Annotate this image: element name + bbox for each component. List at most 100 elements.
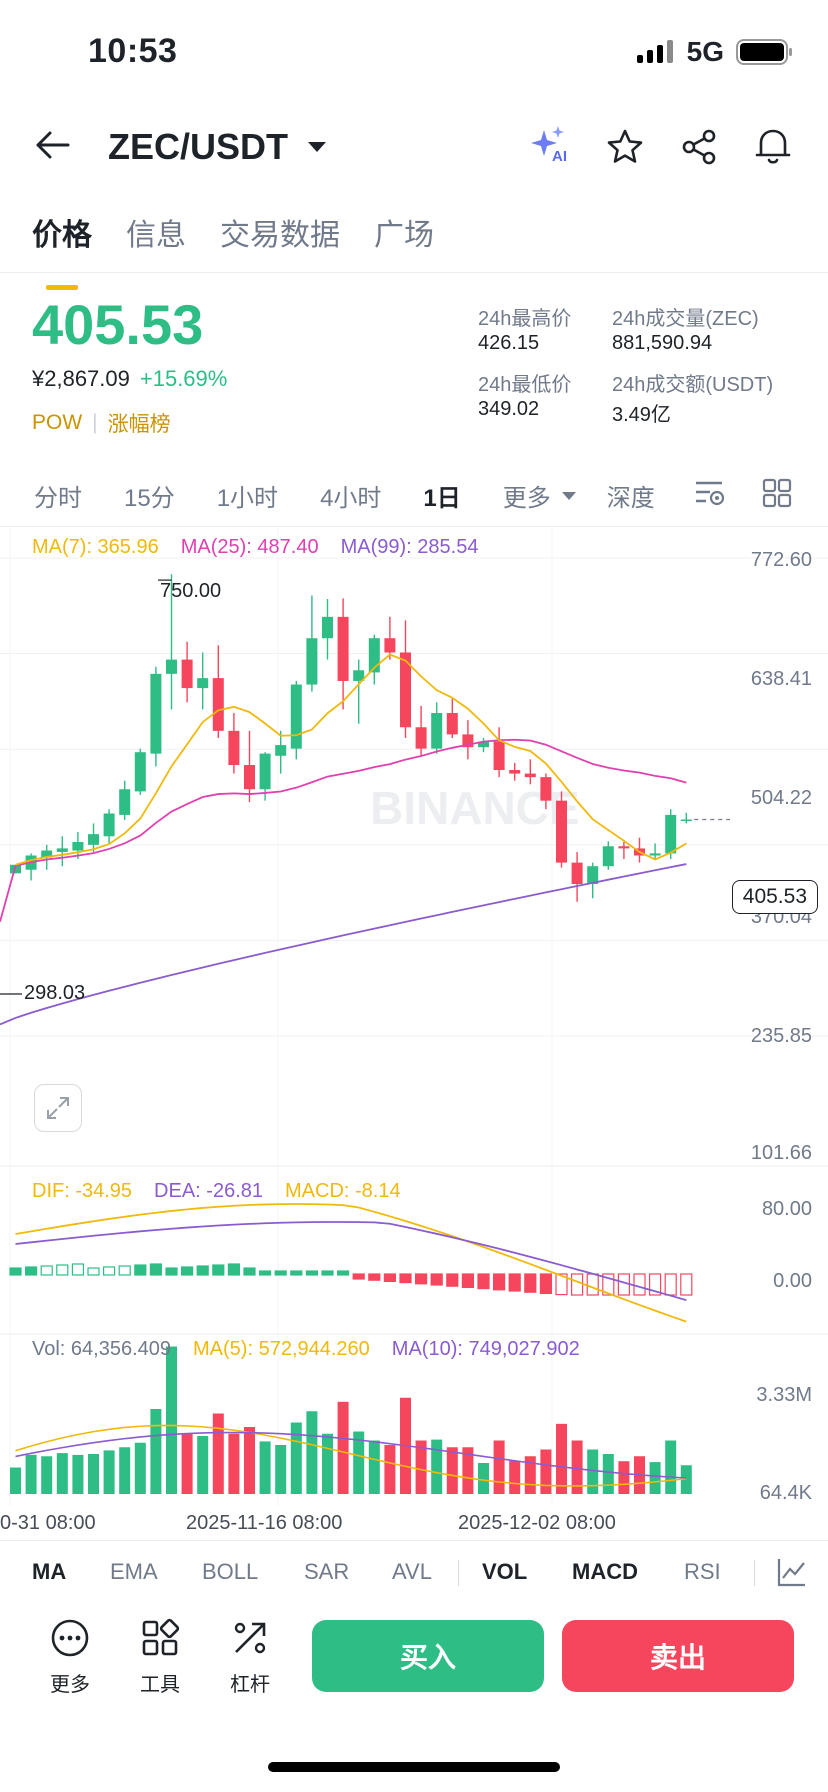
volume-bar: [150, 1409, 162, 1494]
candle-body: [150, 673, 162, 754]
interval-depth[interactable]: 深度: [606, 485, 655, 512]
back-arrow-icon[interactable]: [34, 130, 70, 160]
star-icon[interactable]: [606, 128, 644, 166]
volume-bar: [134, 1442, 146, 1494]
tab-square[interactable]: 广场: [374, 219, 434, 252]
candle-body: [556, 800, 567, 863]
candle-body: [540, 777, 552, 801]
more-tool[interactable]: 更多: [50, 1618, 90, 1697]
candle-body: [166, 659, 177, 674]
macd-bar: [259, 1270, 272, 1276]
axis-price-6: 101.66: [750, 1142, 812, 1164]
volume-bar: [119, 1447, 131, 1494]
candle-body: [509, 770, 521, 774]
tab-price[interactable]: 价格: [32, 210, 92, 290]
tag-gainers[interactable]: 涨幅榜: [107, 413, 171, 436]
candle-body: [431, 713, 443, 749]
volume-bar: [275, 1445, 287, 1494]
dif-label: DIF: -34.95: [32, 1180, 133, 1202]
tag-pow[interactable]: POW: [32, 411, 83, 434]
axis-vol-2: 64.4K: [759, 1482, 812, 1504]
candle-body: [41, 850, 53, 858]
volume-bar: [665, 1440, 677, 1494]
candle-body: [337, 616, 349, 681]
indicator-sar[interactable]: SAR: [304, 1559, 350, 1584]
macd-bar: [430, 1273, 443, 1286]
macd-bar: [508, 1273, 521, 1292]
volume-bar: [306, 1411, 318, 1494]
share-icon[interactable]: [680, 128, 718, 166]
ai-button[interactable]: AI: [528, 124, 572, 173]
macd-bar: [305, 1270, 318, 1276]
indicator-separator-2: [754, 1560, 755, 1586]
volume-bar: [540, 1449, 552, 1494]
indicator-boll[interactable]: BOLL: [202, 1559, 259, 1584]
pair-selector[interactable]: ZEC/USDT: [108, 126, 328, 168]
volume-bar: [10, 1467, 21, 1494]
volume-bar: [322, 1433, 333, 1494]
volume-bar: [41, 1456, 53, 1494]
home-indicator: [268, 1762, 560, 1772]
candle-body: [103, 813, 115, 837]
network-label: 5G: [686, 36, 724, 67]
candle-body: [134, 752, 146, 792]
tab-info[interactable]: 信息: [126, 219, 186, 252]
indicator-ma[interactable]: MA: [32, 1559, 67, 1584]
tools-tool[interactable]: 工具: [140, 1618, 180, 1697]
leverage-icon: [234, 1622, 266, 1654]
interval-15m[interactable]: 15分: [124, 485, 175, 512]
interval-bar: 分时 15分 1小时 4小时 1日 更多 深度: [34, 478, 814, 513]
cny-price: ¥2,867.09: [32, 366, 130, 391]
sell-button[interactable]: 卖出: [562, 1620, 794, 1692]
indicator-rsi[interactable]: RSI: [684, 1559, 721, 1584]
interval-1d[interactable]: 1日: [423, 485, 461, 512]
macd-label: MACD: -8.14: [285, 1180, 401, 1202]
dea-line: [15, 1221, 687, 1301]
tags: POW | 涨幅榜: [32, 408, 171, 438]
kline-chart[interactable]: BINANCE: [0, 526, 828, 1516]
caret-down-icon: [308, 142, 326, 152]
tab-trade-data[interactable]: 交易数据: [220, 219, 340, 252]
vol-ma5-line: [15, 1424, 687, 1487]
candle-body: [446, 713, 458, 735]
candle-body: [571, 862, 583, 885]
macd-bar: [87, 1267, 100, 1276]
interval-4h[interactable]: 4小时: [320, 485, 382, 512]
dif-line: [15, 1203, 687, 1323]
indicator-macd[interactable]: MACD: [572, 1559, 638, 1584]
candle-body: [259, 753, 271, 790]
low-label: 24h最低价: [478, 374, 572, 396]
chart-settings-icon[interactable]: [694, 478, 726, 508]
interval-more[interactable]: 更多: [502, 485, 551, 512]
indicator-settings-icon[interactable]: [776, 1556, 808, 1588]
interval-1h[interactable]: 1小时: [216, 485, 279, 512]
interval-timeline[interactable]: 分时: [34, 485, 82, 512]
candle-body: [462, 734, 474, 748]
candle-body: [353, 670, 365, 681]
macd-bar: [586, 1273, 599, 1296]
macd-bar: [368, 1273, 381, 1281]
macd-bar: [680, 1273, 693, 1296]
volume-bar: [571, 1440, 583, 1494]
macd-bar: [40, 1265, 53, 1276]
vol-ma5-label: MA(5): 572,944.260: [193, 1338, 370, 1360]
macd-panel: [9, 1203, 693, 1323]
volume-bar: [602, 1454, 614, 1494]
macd-bar: [539, 1273, 553, 1294]
layout-grid-icon[interactable]: [762, 478, 792, 508]
ma7-line: [15, 653, 687, 866]
indicator-vol[interactable]: VOL: [482, 1559, 528, 1584]
chart-grid: [0, 526, 828, 1506]
fullscreen-button[interactable]: [34, 1084, 82, 1132]
macd-bar: [290, 1270, 303, 1276]
macd-bar: [570, 1273, 584, 1296]
bell-icon[interactable]: [754, 126, 792, 166]
battery-icon: [736, 39, 792, 65]
candle-body: [197, 678, 209, 689]
indicator-avl[interactable]: AVL: [392, 1559, 432, 1584]
indicator-ema[interactable]: EMA: [110, 1559, 158, 1584]
volume-value: 881,590.94: [612, 332, 713, 354]
volume-bar: [649, 1462, 661, 1494]
buy-button[interactable]: 买入: [312, 1620, 544, 1692]
leverage-tool[interactable]: 杠杆: [230, 1618, 270, 1697]
